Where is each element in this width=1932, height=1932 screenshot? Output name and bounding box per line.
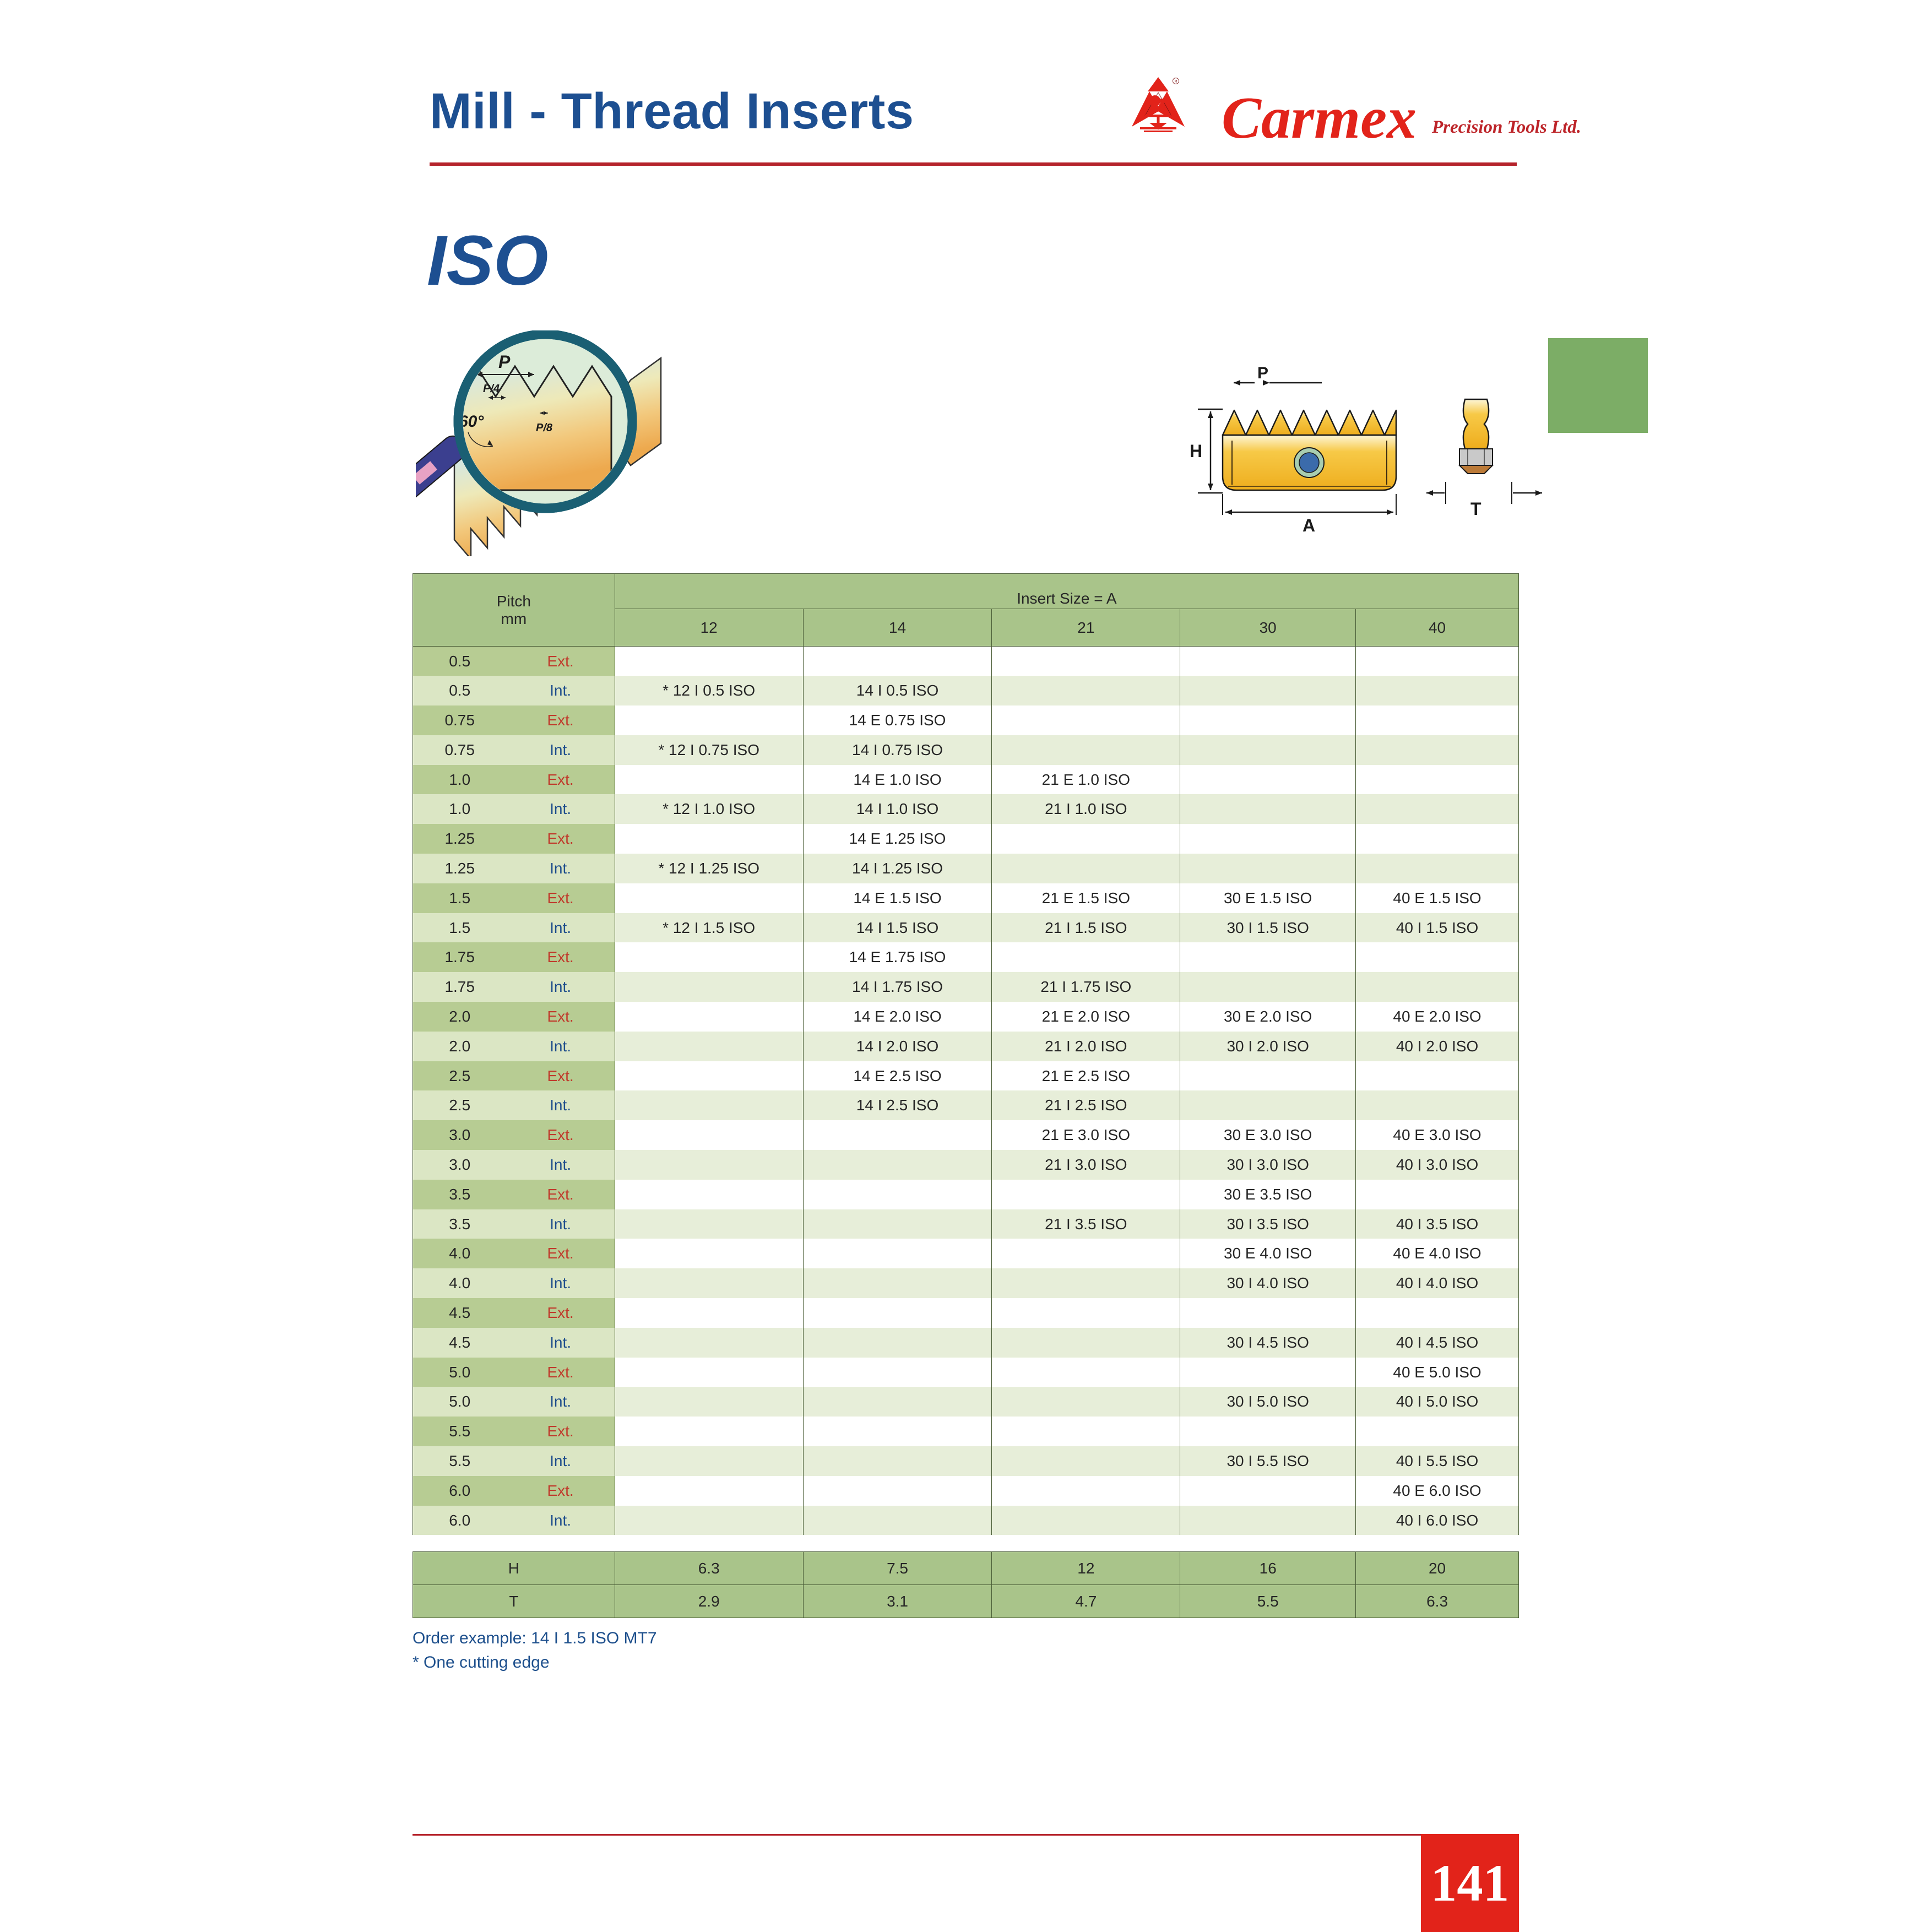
svg-text:P: P xyxy=(1257,364,1268,382)
svg-text:P: P xyxy=(498,352,511,372)
svg-text:H: H xyxy=(1190,441,1202,461)
svg-text:A: A xyxy=(1303,515,1315,535)
svg-text:P/8: P/8 xyxy=(536,422,553,434)
svg-text:R: R xyxy=(1175,80,1177,84)
svg-text:P/4: P/4 xyxy=(483,383,500,395)
svg-text:T: T xyxy=(1470,499,1481,519)
